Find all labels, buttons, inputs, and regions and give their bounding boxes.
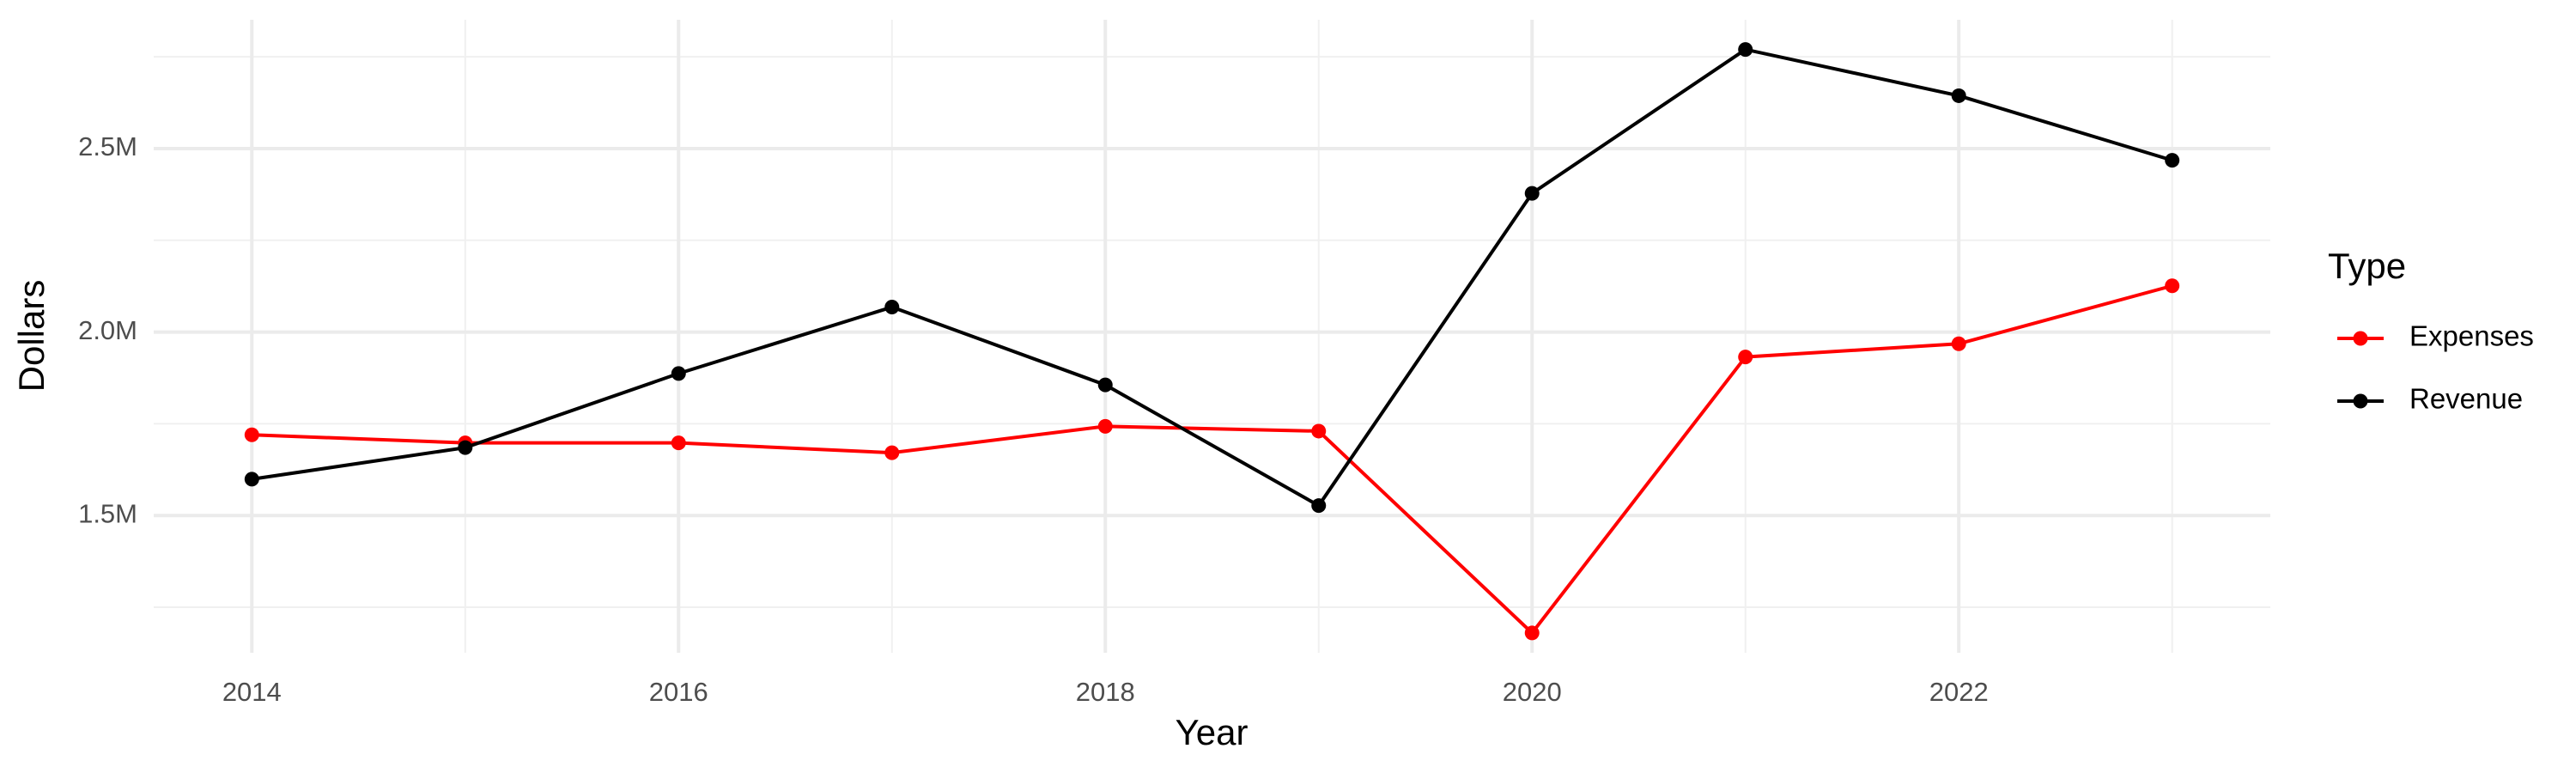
- legend-label: Expenses: [2409, 320, 2534, 352]
- legend-key-point: [2353, 331, 2368, 346]
- data-point: [1951, 336, 1966, 351]
- data-point: [1311, 498, 1327, 514]
- data-point: [244, 427, 259, 442]
- data-point: [1738, 42, 1753, 58]
- data-point: [1951, 88, 1966, 103]
- y-tick-label: 1.5M: [78, 498, 137, 528]
- data-point: [1738, 350, 1753, 365]
- data-point: [1524, 186, 1540, 201]
- data-point: [458, 440, 473, 455]
- series-line: [252, 283, 2173, 636]
- y-tick-label: 2.0M: [78, 315, 137, 345]
- data-point: [1524, 625, 1540, 641]
- legend-label: Revenue: [2409, 383, 2523, 415]
- data-point: [671, 366, 686, 381]
- legend-title: Type: [2328, 246, 2406, 286]
- x-tick-label: 2018: [1076, 677, 1135, 707]
- data-point: [2165, 153, 2180, 168]
- x-tick-label: 2020: [1503, 677, 1562, 707]
- data-point: [884, 445, 900, 460]
- data-point: [2165, 278, 2180, 294]
- series-line: [252, 47, 2173, 508]
- data-point: [1097, 377, 1113, 393]
- y-tick-label: 2.5M: [78, 131, 137, 161]
- data-point: [884, 300, 900, 315]
- y-axis-title: Dollars: [11, 280, 52, 393]
- legend-key-point: [2353, 393, 2368, 409]
- data-point: [1097, 418, 1113, 434]
- x-tick-label: 2014: [222, 677, 282, 707]
- x-tick-label: 2022: [1929, 677, 1989, 707]
- data-point: [244, 472, 259, 487]
- data-point: [1311, 423, 1327, 439]
- x-tick-label: 2016: [649, 677, 708, 707]
- data-point: [671, 435, 686, 451]
- x-axis-title: Year: [1176, 712, 1249, 752]
